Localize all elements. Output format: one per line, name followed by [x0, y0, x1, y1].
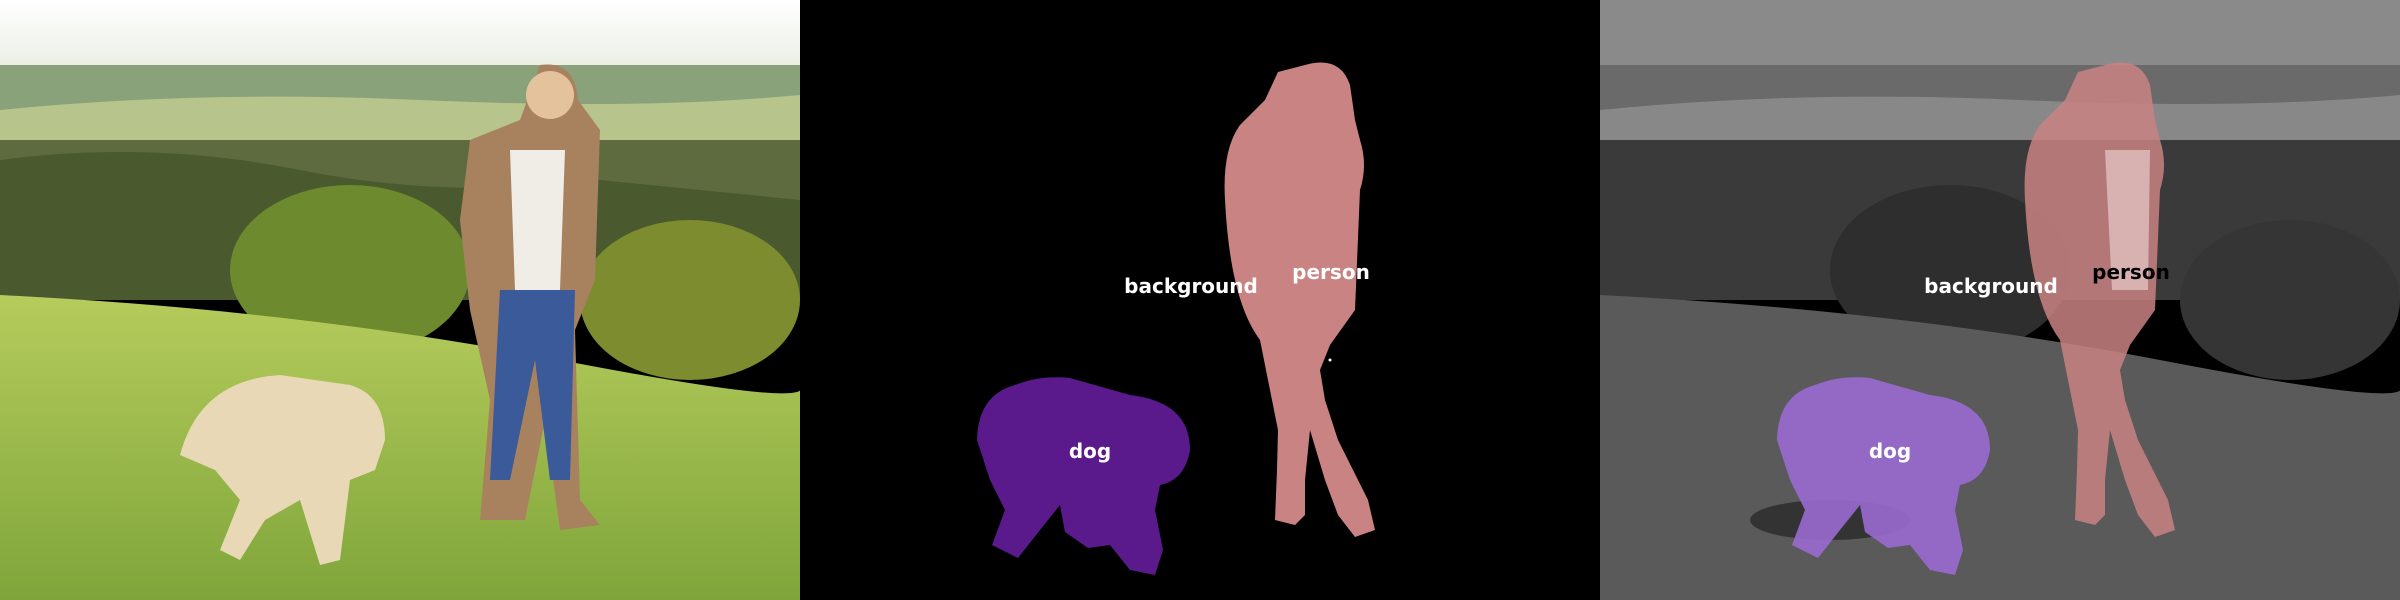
original-photo-panel	[0, 0, 800, 600]
original-photo	[0, 0, 800, 600]
person-mask	[1224, 62, 1375, 537]
segmentation-mask	[977, 62, 1375, 575]
overlay-image	[1600, 0, 2400, 600]
dog-mask	[977, 377, 1190, 575]
background-label: background	[1924, 274, 2058, 298]
dog-overlay	[1777, 377, 1990, 575]
overlay-panel: background person dog	[1600, 0, 2400, 600]
segmentation-mask-panel: background person dog	[800, 0, 1600, 600]
person-label: person	[1292, 260, 1370, 284]
person-label: person	[2092, 260, 2170, 284]
dog-label: dog	[1068, 439, 1112, 463]
background-label: background	[1124, 274, 1258, 298]
dog-label: dog	[1868, 439, 1912, 463]
